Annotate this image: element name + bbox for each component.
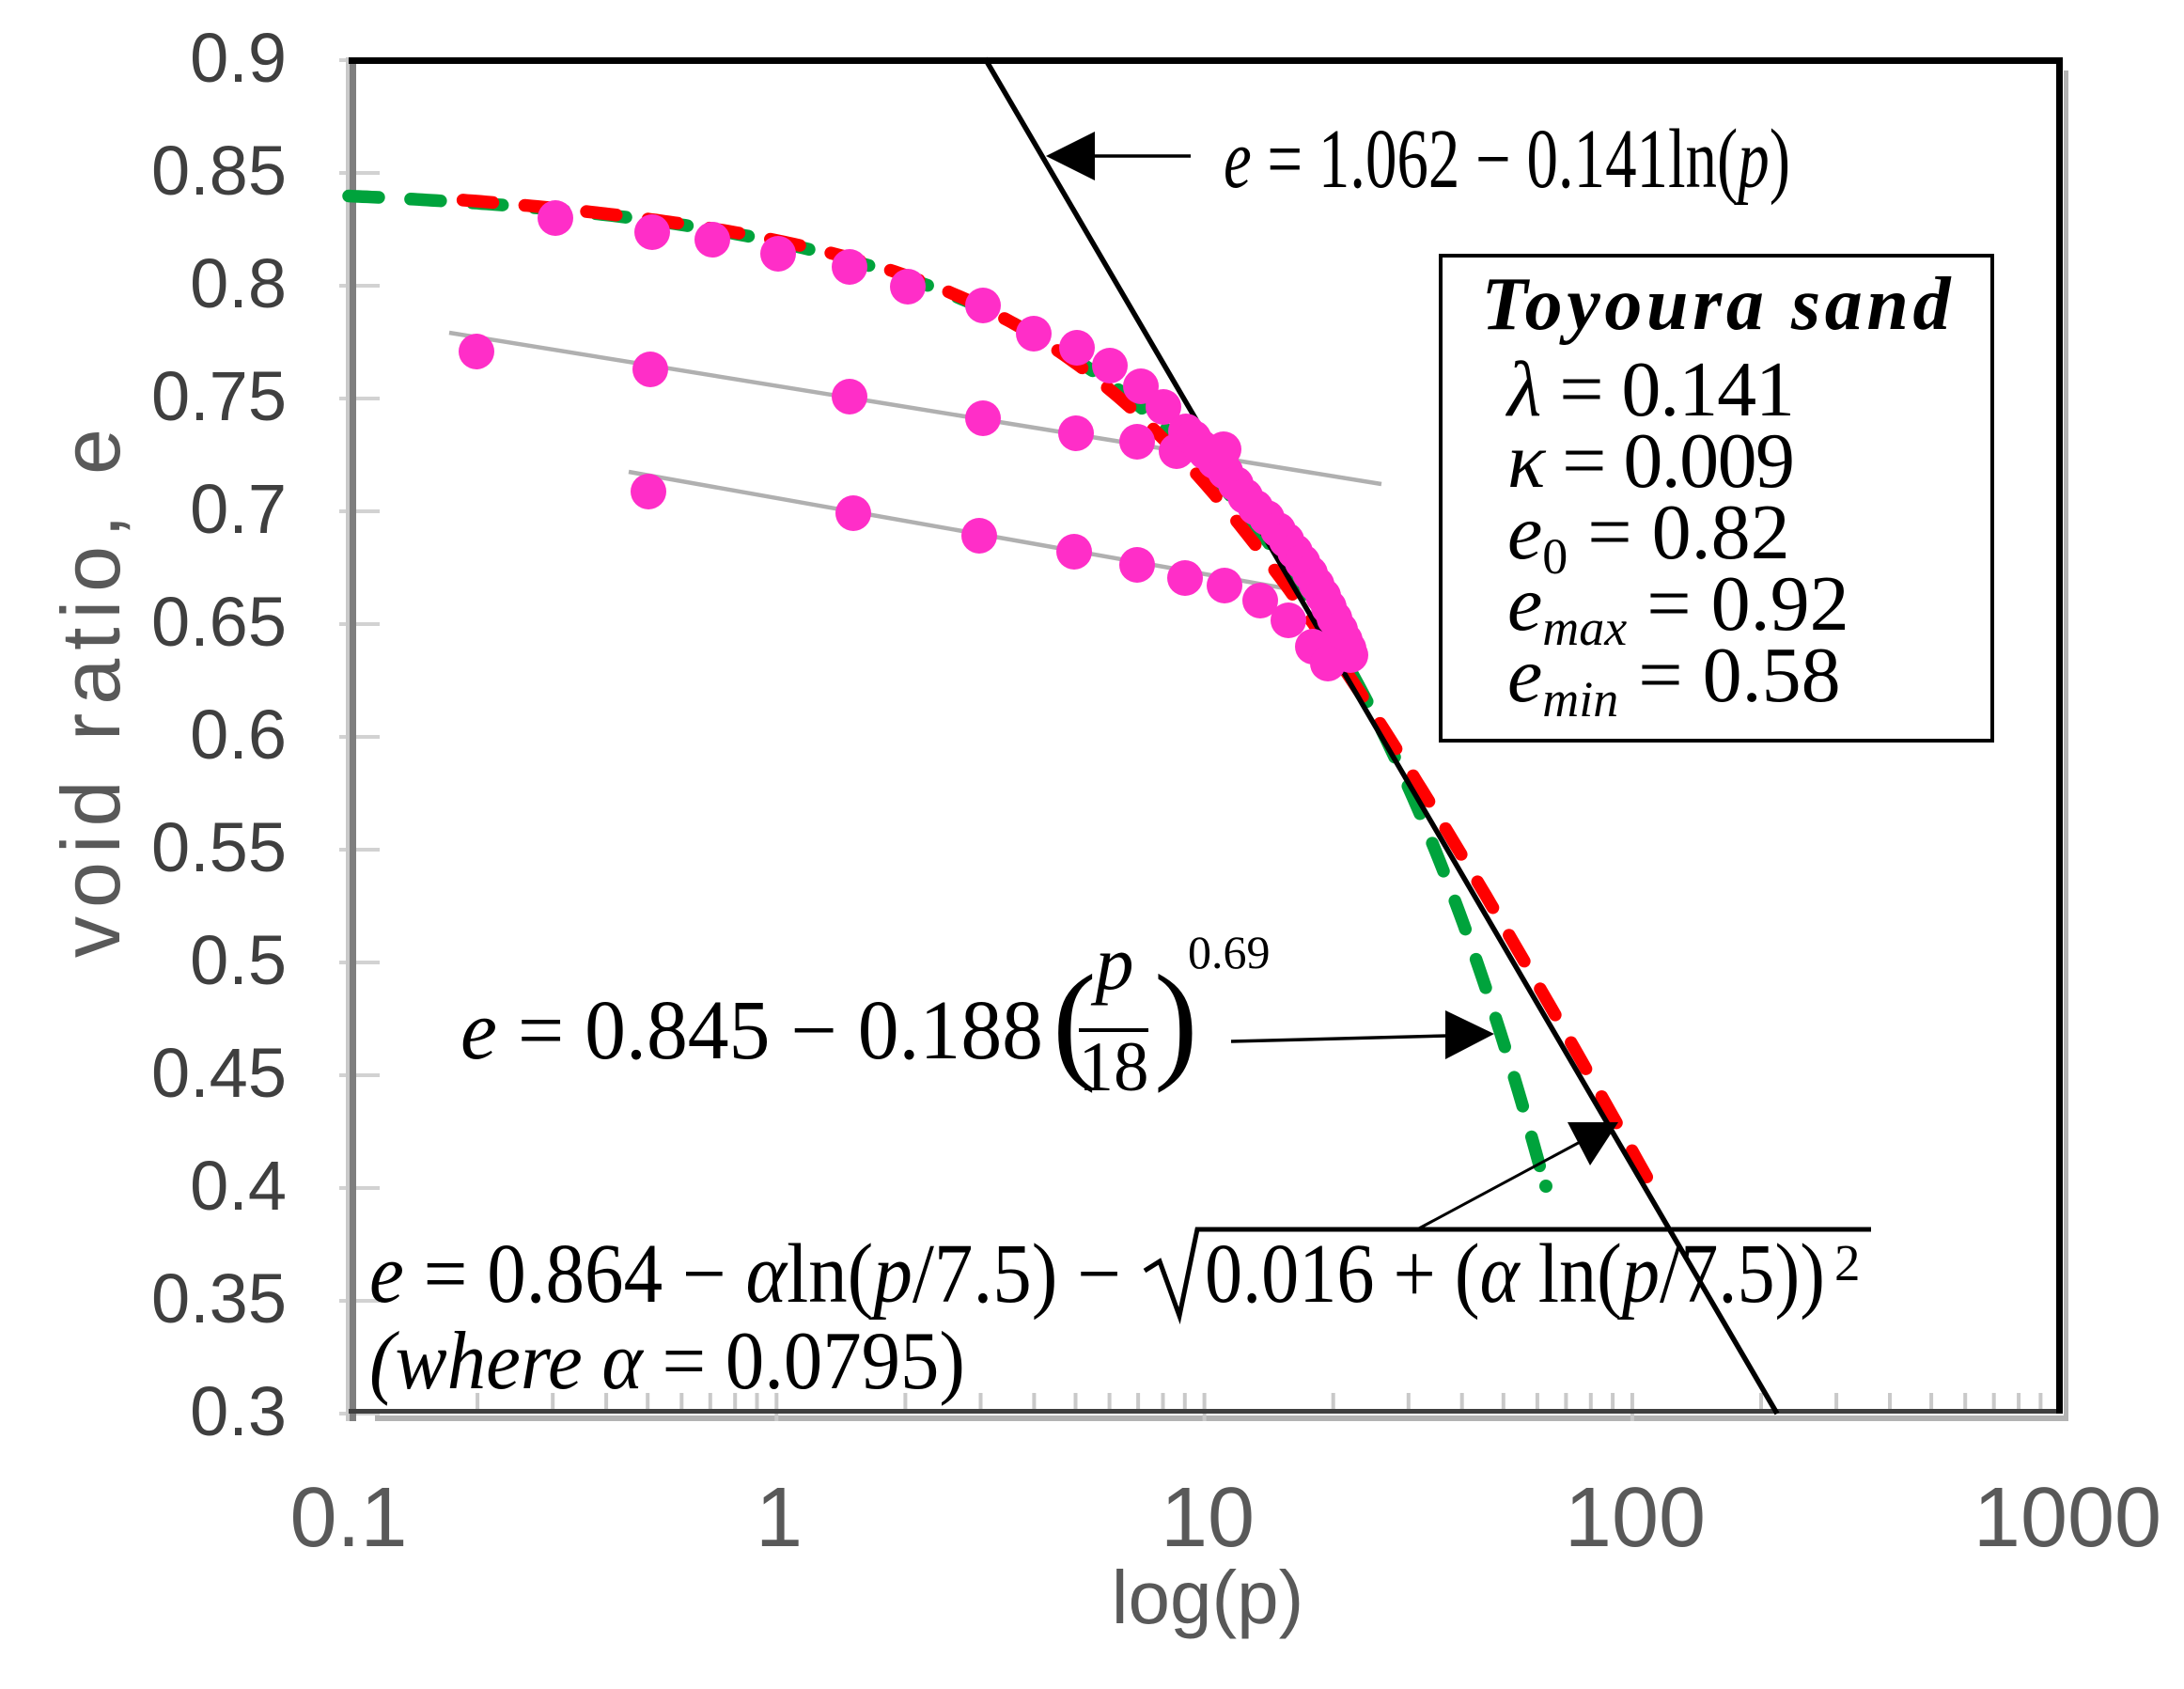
svg-text:emax = 0.92: emax = 0.92: [1507, 560, 1849, 656]
svg-text:0.9: 0.9: [190, 19, 287, 97]
svg-text:e0 = 0.82: e0 = 0.82: [1507, 489, 1790, 585]
svg-text:0.45: 0.45: [151, 1034, 287, 1112]
svg-text:κ = 0.009: κ = 0.009: [1507, 417, 1795, 505]
svg-text:1: 1: [756, 1471, 803, 1565]
svg-text:0.35: 0.35: [151, 1259, 287, 1337]
svg-text:0.8: 0.8: [190, 244, 287, 322]
svg-text:100: 100: [1565, 1471, 1706, 1565]
svg-text:): ): [1154, 948, 1198, 1094]
svg-text:void ratio, e: void ratio, e: [44, 420, 137, 958]
svg-text:0.016 + (α ln(p/7.5)): 0.016 + (α ln(p/7.5)): [1205, 1228, 1825, 1321]
svg-text:(: (: [1053, 948, 1097, 1094]
svg-text:(where α = 0.0795): (where α = 0.0795): [369, 1316, 965, 1407]
svg-text:2: 2: [1834, 1234, 1861, 1291]
svg-text:1000: 1000: [1973, 1471, 2161, 1565]
svg-text:0.5: 0.5: [190, 921, 287, 999]
svg-text:λ = 0.141: λ = 0.141: [1505, 346, 1795, 433]
svg-text:0.1: 0.1: [289, 1471, 407, 1565]
svg-text:e = 1.062 − 0.141ln(p): e = 1.062 − 0.141ln(p): [1224, 113, 1790, 206]
svg-text:e = 0.864 − αln(p/7.5) −: e = 0.864 − αln(p/7.5) −: [369, 1228, 1121, 1321]
svg-text:0.65: 0.65: [151, 583, 287, 661]
svg-text:p: p: [1091, 920, 1134, 1006]
svg-text:18: 18: [1079, 1028, 1149, 1106]
svg-text:0.7: 0.7: [190, 470, 287, 548]
svg-text:0.4: 0.4: [190, 1147, 287, 1225]
svg-text:log(p): log(p): [1112, 1556, 1304, 1639]
svg-text:0.6: 0.6: [190, 696, 287, 774]
svg-text:0.85: 0.85: [151, 132, 287, 210]
svg-text:0.69: 0.69: [1188, 926, 1271, 978]
svg-text:emin = 0.58: emin = 0.58: [1507, 632, 1841, 727]
svg-text:10: 10: [1161, 1471, 1255, 1565]
svg-text:0.55: 0.55: [151, 808, 287, 886]
svg-text:Toyoura sand: Toyoura sand: [1482, 263, 1952, 346]
svg-text:0.75: 0.75: [151, 357, 287, 435]
svg-text:0.3: 0.3: [190, 1372, 287, 1450]
svg-text:e = 0.845 − 0.188: e = 0.845 − 0.188: [460, 984, 1043, 1077]
